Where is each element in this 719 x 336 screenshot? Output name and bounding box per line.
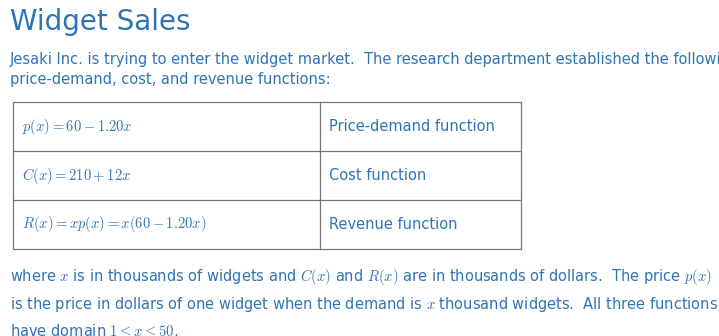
Text: $p(x) = 60 - 1.20x$: $p(x) = 60 - 1.20x$ [22, 117, 133, 137]
Text: have domain $1 \leq x \leq 50$.: have domain $1 \leq x \leq 50$. [10, 322, 178, 336]
Text: where $x$ is in thousands of widgets and $C(x)$ and $R(x)$ are in thousands of d: where $x$ is in thousands of widgets and… [10, 267, 712, 287]
Text: $R(x) = xp(x) = x(60 - 1.20x)$: $R(x) = xp(x) = x(60 - 1.20x)$ [22, 214, 207, 234]
Text: Cost function: Cost function [329, 168, 426, 183]
Text: Price-demand function: Price-demand function [329, 119, 495, 134]
Text: Jesaki Inc. is trying to enter the widget market.  The research department estab: Jesaki Inc. is trying to enter the widge… [10, 52, 719, 67]
Text: is the price in dollars of one widget when the demand is $x$ thousand widgets.  : is the price in dollars of one widget wh… [10, 295, 718, 314]
Text: Revenue function: Revenue function [329, 217, 458, 232]
Text: price-demand, cost, and revenue functions:: price-demand, cost, and revenue function… [10, 72, 331, 87]
Text: Widget Sales: Widget Sales [10, 8, 191, 36]
Text: $C(x) = 210 + 12x$: $C(x) = 210 + 12x$ [22, 166, 132, 185]
